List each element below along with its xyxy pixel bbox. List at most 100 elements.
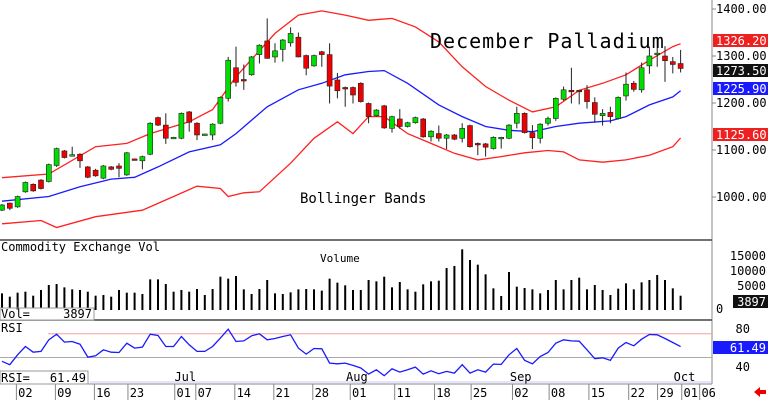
volume-bar	[453, 265, 456, 310]
candle-body	[53, 148, 60, 166]
candle-body	[412, 117, 419, 124]
candle	[482, 142, 489, 157]
volume-bar	[258, 289, 261, 310]
candle-body	[506, 124, 512, 139]
candle-body	[560, 89, 567, 100]
candle	[303, 54, 310, 76]
candle-body	[552, 98, 559, 119]
date-label: 01	[684, 386, 698, 400]
candle-body	[521, 113, 528, 133]
candle	[45, 163, 52, 183]
volume-bar	[141, 293, 144, 310]
month-label: Oct	[674, 370, 696, 384]
candle	[654, 39, 661, 67]
date-label: 18	[436, 386, 450, 400]
candle-body	[163, 124, 169, 139]
volume-bar	[1, 293, 3, 310]
candle	[202, 133, 208, 136]
volume-bar	[55, 284, 58, 310]
volume-bar	[40, 289, 42, 310]
price-tick-label: 1300.00	[716, 49, 767, 63]
candle-body	[490, 137, 497, 149]
volume-panel-title: Commodity Exchange Vol	[1, 240, 160, 254]
candle	[147, 122, 153, 156]
candle	[77, 153, 83, 168]
chart-title: December Palladium	[430, 29, 665, 53]
candle-body	[607, 112, 614, 117]
rsi-line	[1, 328, 681, 377]
candle-body	[576, 90, 583, 93]
date-label: 01	[352, 386, 366, 400]
month-label: Sep	[510, 370, 532, 384]
volume-bar	[492, 288, 495, 310]
candle-body	[100, 165, 107, 179]
candle	[529, 125, 536, 150]
candle	[108, 165, 114, 171]
candle	[552, 97, 559, 121]
candle	[521, 112, 528, 134]
candle-body	[326, 54, 333, 87]
volume-bar	[422, 284, 425, 310]
candle-body	[287, 33, 294, 44]
candle	[178, 112, 185, 140]
date-label: 11	[396, 386, 410, 400]
candle-body	[279, 39, 286, 50]
volume-bar	[632, 289, 635, 310]
volume-bar	[617, 288, 620, 310]
candle	[576, 89, 583, 105]
volume-bar	[242, 289, 245, 310]
volume-bar	[383, 276, 386, 310]
candle-body	[373, 109, 380, 116]
candle-body	[599, 113, 606, 116]
volume-bar	[593, 285, 596, 310]
candle	[498, 136, 505, 149]
candle-body	[45, 164, 52, 182]
rsi-value-box	[713, 341, 768, 354]
candle	[599, 109, 606, 126]
volume-bar	[196, 289, 198, 310]
volume-bar	[625, 283, 627, 310]
scroll-arrow-icon[interactable]	[754, 387, 766, 397]
candle	[451, 134, 458, 141]
candle	[139, 155, 146, 170]
candle	[404, 121, 411, 128]
candle-body	[350, 87, 356, 96]
candle	[623, 72, 629, 101]
candle-body	[0, 204, 5, 211]
date-label: 14	[237, 386, 251, 400]
volume-bar	[515, 286, 518, 310]
candle-body	[272, 50, 278, 58]
candle-body	[155, 117, 161, 126]
candle	[287, 27, 294, 47]
date-label: 07	[198, 386, 212, 400]
candle	[264, 18, 271, 59]
volume-bar	[461, 249, 464, 310]
candle-body	[311, 55, 317, 67]
volume-tick-label: 15000	[730, 249, 766, 263]
month-label: Jul	[174, 370, 196, 384]
candle-body	[545, 118, 551, 124]
volume-bar	[508, 272, 510, 310]
candle-body	[303, 55, 310, 69]
candle-body	[295, 36, 302, 58]
date-label: 02	[514, 386, 528, 400]
volume-bar	[547, 289, 549, 310]
candle	[241, 64, 247, 90]
candle	[662, 46, 668, 82]
candle-body	[638, 67, 645, 91]
candle	[467, 124, 473, 148]
candle-body	[389, 116, 395, 129]
candle-body	[108, 166, 114, 170]
candle	[248, 56, 255, 76]
date-label: 22	[630, 386, 644, 400]
axes: 1400.00 1300.00 1200.00 1100.00 1000.00 15000…	[15, 2, 767, 400]
volume-bar	[16, 292, 19, 310]
rsi-legend-value: 61.49	[50, 371, 86, 385]
candle-body	[202, 133, 208, 136]
candle-body	[124, 152, 130, 176]
volume-bar	[476, 264, 479, 310]
candle-body	[131, 158, 138, 161]
candle-body	[147, 122, 153, 155]
candle	[131, 158, 138, 161]
candle	[155, 116, 161, 127]
